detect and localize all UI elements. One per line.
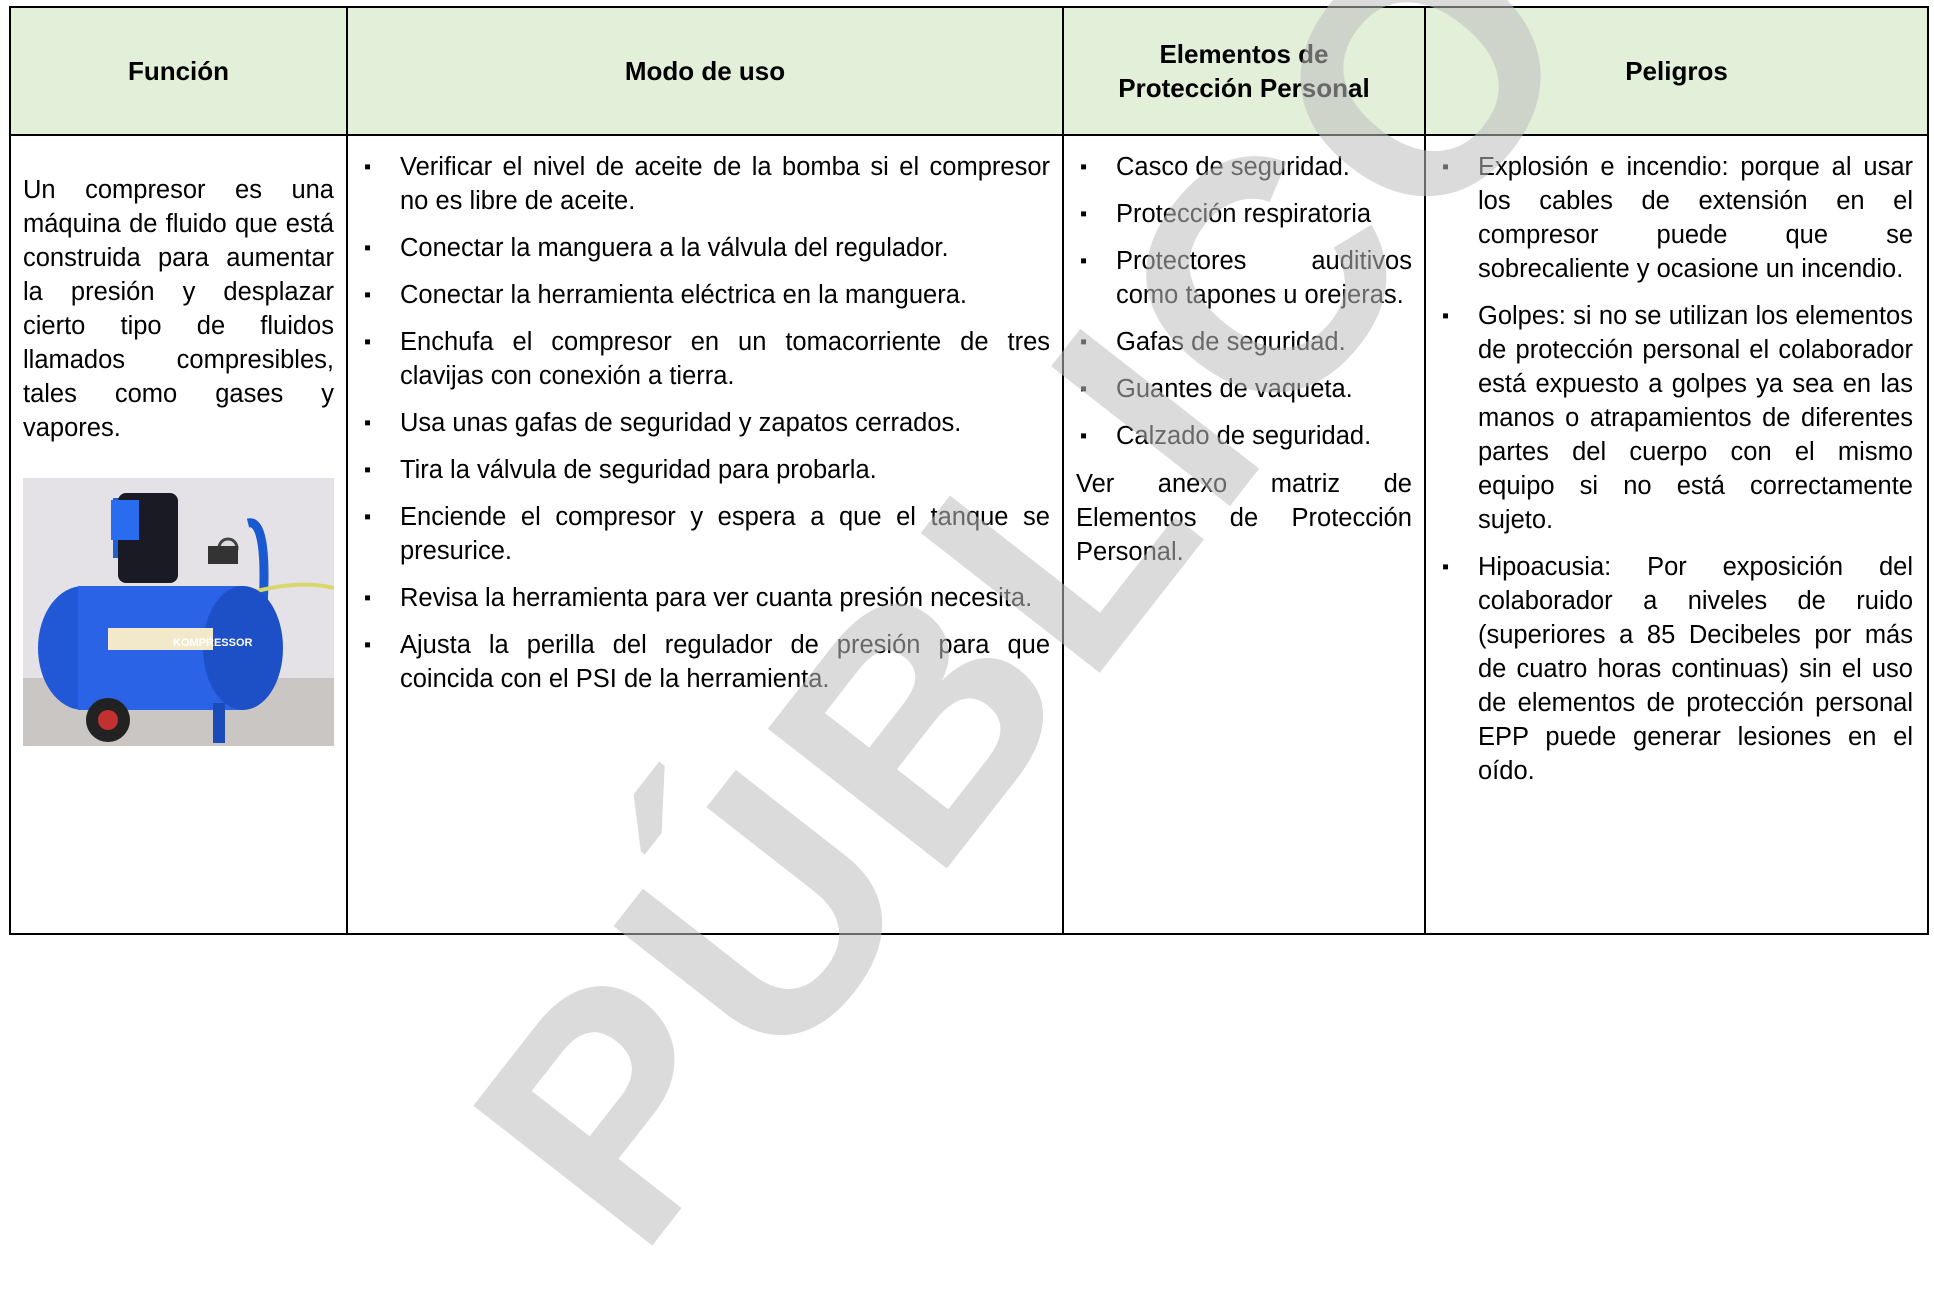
list-item: Verificar el nivel de aceite de la bomba… [360, 150, 1050, 218]
header-text: Peligros [1625, 56, 1728, 86]
list-item: Hipoacusia: Por exposición del colaborad… [1438, 550, 1913, 788]
list-item: Usa unas gafas de seguridad y zapatos ce… [360, 406, 1050, 440]
header-cell: Peligros [1424, 6, 1929, 136]
list-item: Revisa la herramienta para ver cuanta pr… [360, 581, 1050, 615]
list-item: Conectar la manguera a la válvula del re… [360, 231, 1050, 265]
epp-note: Ver anexo matriz de Elementos de Protecc… [1076, 470, 1412, 566]
peligros-cell: Explosión e incendio: porque al usar los… [1424, 134, 1929, 935]
list-item: Ajusta la perilla del regulador de presi… [360, 628, 1050, 696]
list-item: Guantes de vaqueta. [1076, 372, 1412, 406]
list-item: Golpes: si no se utilizan los elementos … [1438, 299, 1913, 537]
document: Función Modo de uso Elementos de Protecc… [0, 0, 1934, 921]
peligros-list: Explosión e incendio: porque al usar los… [1438, 150, 1913, 788]
header-text: Elementos de Protección Personal [1118, 39, 1370, 103]
body-row: Un compresor es una máquina de fluido qu… [9, 134, 1929, 935]
funcion-cell: Un compresor es una máquina de fluido qu… [9, 134, 348, 935]
photo-label: KOMPRESSOR [173, 637, 253, 649]
list-item: Enciende el compresor y espera a que el … [360, 500, 1050, 568]
list-item: Protectores auditivos como tapones u ore… [1076, 244, 1412, 312]
list-item: Protección respiratoria [1076, 197, 1412, 231]
funcion-text: Un compresor es una máquina de fluido qu… [23, 176, 334, 442]
header-cell: Modo de uso [346, 6, 1064, 136]
epp-list: Casco de seguridad. Protección respirator… [1076, 150, 1412, 453]
modo-cell: Verificar el nivel de aceite de la bomba… [346, 134, 1064, 935]
list-item: Calzado de seguridad. [1076, 419, 1412, 453]
list-item: Gafas de seguridad. [1076, 325, 1412, 359]
list-item: Enchufa el compresor en un tomacorriente… [360, 325, 1050, 393]
list-item: Casco de seguridad. [1076, 150, 1412, 184]
header-text: Modo de uso [624, 56, 786, 86]
header-cell: Función [9, 6, 348, 136]
list-item: Tira la válvula de seguridad para probar… [360, 453, 1050, 487]
compressor-photo: KOMPRESSOR [23, 478, 334, 746]
header-text: Función [127, 56, 230, 86]
table: Función Modo de uso Elementos de Protecc… [9, 6, 1929, 935]
list-item: Explosión e incendio: porque al usar los… [1438, 150, 1913, 286]
epp-cell: Casco de seguridad. Protección respirator… [1062, 134, 1426, 935]
modo-list: Verificar el nivel de aceite de la bomba… [360, 150, 1050, 696]
header-cell: Elementos de Protección Personal [1062, 6, 1426, 136]
list-item: Conectar la herramienta eléctrica en la … [360, 278, 1050, 312]
header-row: Función Modo de uso Elementos de Protecc… [9, 6, 1929, 136]
